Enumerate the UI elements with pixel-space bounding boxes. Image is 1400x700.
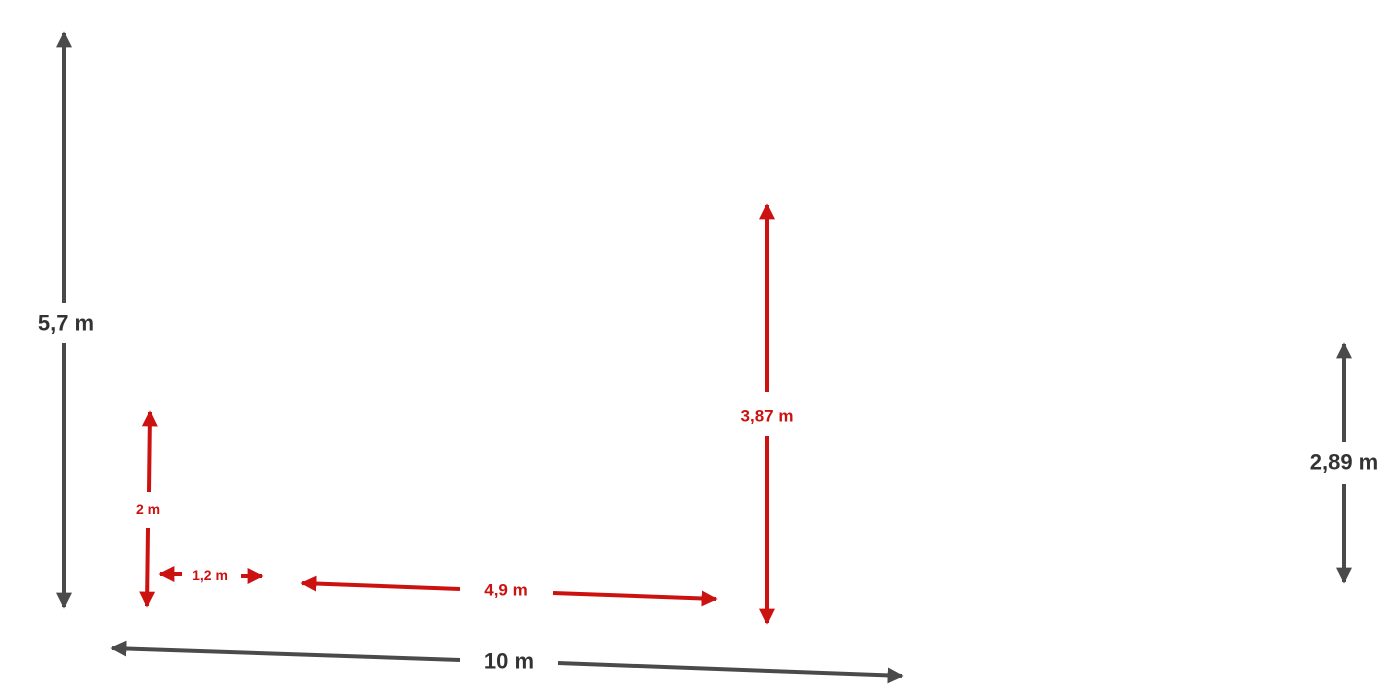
right-height-dimension: 2,89 m xyxy=(1310,342,1379,584)
left-height-dimension: 2 m xyxy=(136,410,160,608)
left-height-label: 2 m xyxy=(136,501,160,517)
middle-span-dimension: 4,9 m xyxy=(300,575,718,607)
left-height-arrow-top xyxy=(141,410,158,493)
left-gap-dimension: 1,2 m xyxy=(158,566,264,584)
total-height-label: 5,7 m xyxy=(38,311,94,336)
left-gap-label: 1,2 m xyxy=(192,567,228,583)
mid-height-label: 3,87 m xyxy=(741,407,794,426)
right-height-label: 2,89 m xyxy=(1310,450,1379,475)
middle-span-arrow-left xyxy=(300,575,461,592)
total-width-arrow-right xyxy=(557,661,904,684)
left-height-arrow-bottom xyxy=(139,527,156,608)
total-width-label: 10 m xyxy=(484,649,534,674)
total-width-dimension: 10 m xyxy=(110,640,904,684)
total-width-arrow-left xyxy=(110,640,461,662)
total-height-dimension: 5,7 m xyxy=(38,31,94,609)
middle-span-arrow-right xyxy=(552,590,718,607)
middle-span-label: 4,9 m xyxy=(484,581,527,600)
mid-height-dimension: 3,87 m xyxy=(741,203,794,625)
